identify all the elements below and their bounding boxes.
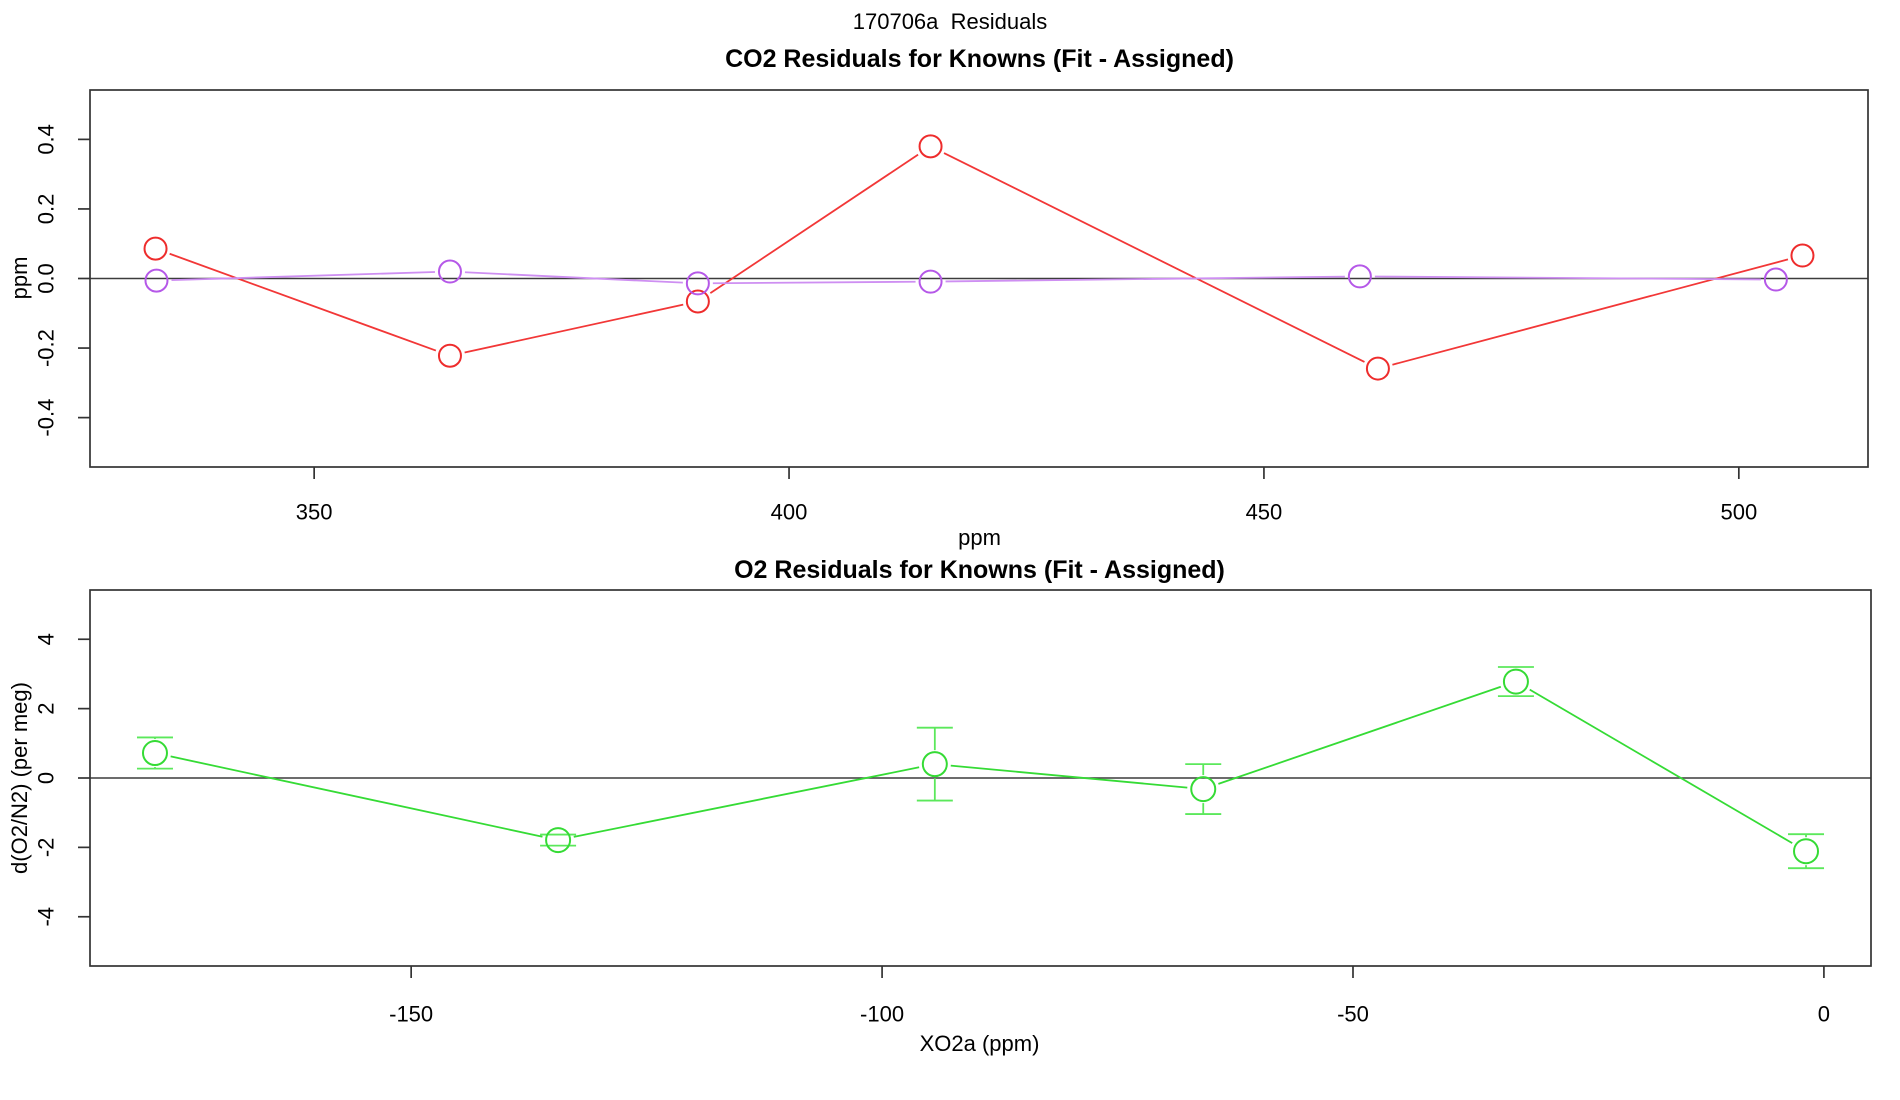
series-segment — [464, 271, 683, 284]
y-tick-label: 4 — [34, 633, 59, 645]
data-point-marker — [918, 269, 943, 294]
series-segment — [1392, 258, 1789, 366]
x-tick-label: 0 — [1818, 1002, 1830, 1027]
data-point-marker — [141, 740, 168, 767]
y-tick-label: 0.0 — [34, 263, 59, 294]
series-segment — [169, 252, 437, 352]
series-segment — [464, 303, 684, 354]
y-tick-label: -0.2 — [34, 329, 59, 367]
data-point-marker — [1790, 243, 1815, 268]
x-tick-label: -100 — [860, 1002, 904, 1027]
data-point-marker — [685, 271, 710, 296]
y-tick-label: 2 — [34, 703, 59, 715]
data-point-marker — [545, 827, 572, 854]
series-segment — [712, 280, 916, 285]
y-tick-label: -0.4 — [34, 399, 59, 437]
series-segment — [945, 275, 1345, 283]
x-tick-label: -50 — [1337, 1002, 1369, 1027]
y-tick-label: 0.4 — [34, 124, 59, 155]
series-segment — [170, 755, 543, 838]
data-point-marker — [1793, 838, 1820, 865]
x-tick-label: 500 — [1720, 500, 1757, 525]
y-tick-label: 0 — [34, 772, 59, 784]
data-point-marker — [1365, 356, 1390, 381]
data-point-marker — [918, 134, 943, 159]
data-point-marker — [143, 236, 168, 261]
series-segment — [709, 153, 919, 294]
data-point-marker — [921, 751, 948, 778]
data-point-marker — [685, 289, 710, 314]
data-point-marker — [144, 268, 169, 293]
series-segment — [1529, 688, 1793, 844]
series-segment — [1374, 275, 1761, 281]
data-point-marker — [1347, 264, 1372, 289]
series-segment — [950, 764, 1188, 789]
x-tick-label: 400 — [771, 500, 808, 525]
data-point-marker — [1763, 267, 1788, 292]
x-tick-label: 450 — [1246, 500, 1283, 525]
x-tick-label: -150 — [389, 1002, 433, 1027]
page-title: 170706a Residuals — [852, 9, 1048, 34]
y-tick-label: 0.2 — [34, 194, 59, 225]
o2-chart-title: O2 Residuals for Knowns (Fit - Assigned) — [734, 556, 1225, 584]
series-segment — [943, 152, 1365, 363]
data-point-marker — [437, 259, 462, 284]
x-tick-label: 350 — [296, 500, 333, 525]
o2-x-axis-label: XO2a (ppm) — [919, 1031, 1040, 1056]
y-tick-label: -4 — [34, 907, 59, 927]
data-point-marker — [1502, 668, 1529, 695]
co2-x-axis-label: ppm — [958, 525, 1001, 550]
co2-chart-title: CO2 Residuals for Knowns (Fit - Assigned… — [725, 45, 1234, 73]
series-segment — [171, 271, 436, 282]
data-point-marker — [437, 343, 462, 368]
data-point-marker — [1190, 776, 1217, 803]
y-tick-label: -2 — [34, 838, 59, 858]
series-segment — [573, 766, 920, 838]
series-segment — [1218, 685, 1502, 785]
